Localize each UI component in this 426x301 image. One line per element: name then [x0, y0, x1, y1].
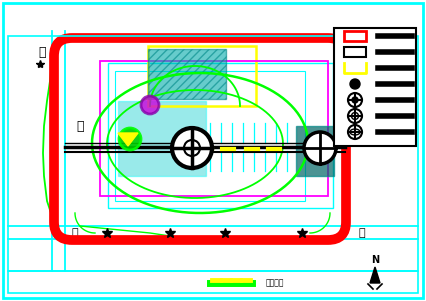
Bar [344, 31, 366, 41]
Polygon shape [118, 133, 138, 146]
Bar [344, 47, 366, 57]
Circle shape [119, 128, 141, 150]
Bar [8, 36, 418, 271]
Text: 大理石绿: 大理石绿 [266, 278, 285, 287]
Bar [100, 61, 328, 196]
Bar [148, 49, 226, 99]
Bar [8, 271, 418, 293]
Bar [108, 63, 333, 208]
Text: 公: 公 [76, 119, 84, 132]
Circle shape [352, 97, 358, 103]
Circle shape [172, 128, 212, 168]
Bar [148, 46, 256, 106]
Bar [296, 126, 334, 176]
Circle shape [350, 79, 360, 89]
Bar [118, 101, 206, 176]
Polygon shape [370, 267, 380, 283]
Circle shape [141, 96, 159, 114]
Text: N: N [371, 255, 379, 265]
Circle shape [348, 93, 362, 107]
Bar [334, 28, 416, 146]
Text: 路: 路 [359, 228, 366, 238]
Text: 丁: 丁 [38, 46, 46, 60]
Circle shape [348, 125, 362, 139]
Circle shape [304, 132, 336, 164]
Text: 路: 路 [72, 228, 78, 238]
Circle shape [348, 109, 362, 123]
Bar [115, 71, 305, 201]
